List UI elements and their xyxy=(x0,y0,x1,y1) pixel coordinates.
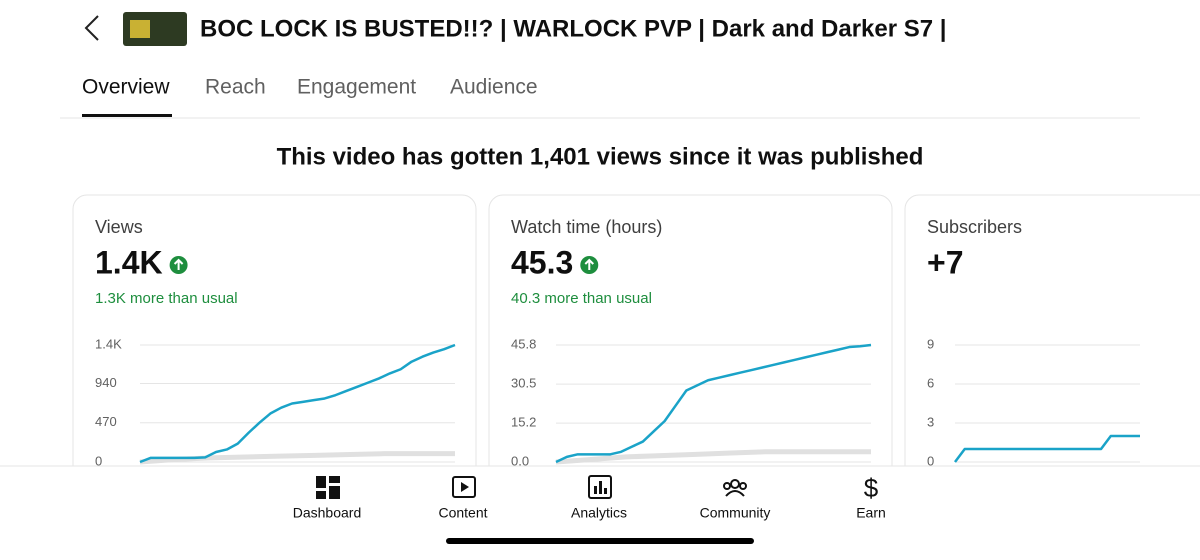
y-tick-label: 0 xyxy=(927,453,934,468)
y-tick-label: 0 xyxy=(95,453,102,468)
back-button[interactable] xyxy=(84,15,99,41)
y-tick-label: 3 xyxy=(927,414,934,429)
metric-card[interactable]: Watch time (hours) 45.3 40.3 more than usu… xyxy=(488,194,893,516)
metric-card[interactable]: Views 1.4K 1.3K more than usual 0 470 940 1.4K xyxy=(72,194,477,516)
nav-label[interactable]: Community xyxy=(700,505,771,521)
video-title: BOC LOCK IS BUSTED!!? | WARLOCK PVP | Da… xyxy=(200,15,947,42)
card-value: 45.3 xyxy=(511,244,573,280)
y-tick-label: 30.5 xyxy=(511,376,536,391)
home-indicator xyxy=(446,538,754,544)
metric-line xyxy=(953,434,1140,463)
up-arrow xyxy=(584,258,594,270)
tab[interactable]: Audience xyxy=(450,76,538,99)
tab-underline xyxy=(82,114,172,117)
headline: This video has gotten 1,401 views since … xyxy=(277,143,924,170)
tab[interactable]: Overview xyxy=(82,76,170,99)
y-tick-label: 9 xyxy=(927,336,934,351)
card-title: Subscribers xyxy=(927,217,1022,237)
nav-label[interactable]: Content xyxy=(438,505,487,521)
up-arrow xyxy=(173,258,184,270)
y-tick-label: 6 xyxy=(927,375,934,390)
card-title: Watch time (hours) xyxy=(511,217,662,237)
y-tick-label: 45.8 xyxy=(511,336,536,351)
card-title: Views xyxy=(95,217,143,237)
y-tick-label: 1.4K xyxy=(95,336,122,351)
nav-label[interactable]: Dashboard xyxy=(293,505,362,521)
card-delta: 40.3 more than usual xyxy=(511,290,652,307)
metric-line xyxy=(555,343,872,464)
nav-icons: $ xyxy=(316,473,879,503)
nav-label[interactable]: Analytics xyxy=(571,505,627,521)
y-tick-label: 0.0 xyxy=(511,453,529,468)
svg-text:$: $ xyxy=(864,473,879,503)
card-value: 1.4K xyxy=(95,244,163,280)
tab[interactable]: Reach xyxy=(205,76,266,99)
thumbnail-art xyxy=(130,20,150,38)
typical-range xyxy=(555,449,871,465)
card-delta: 1.3K more than usual xyxy=(95,290,238,307)
y-tick-label: 940 xyxy=(95,375,117,390)
y-tick-label: 470 xyxy=(95,414,117,429)
tab[interactable]: Engagement xyxy=(297,76,416,99)
metric-card[interactable]: Subscribers +7 0 3 6 9 xyxy=(904,194,1200,516)
card-value: +7 xyxy=(927,244,963,280)
nav-label[interactable]: Earn xyxy=(856,505,886,521)
y-tick-label: 15.2 xyxy=(511,415,536,430)
metric-line xyxy=(139,343,456,464)
